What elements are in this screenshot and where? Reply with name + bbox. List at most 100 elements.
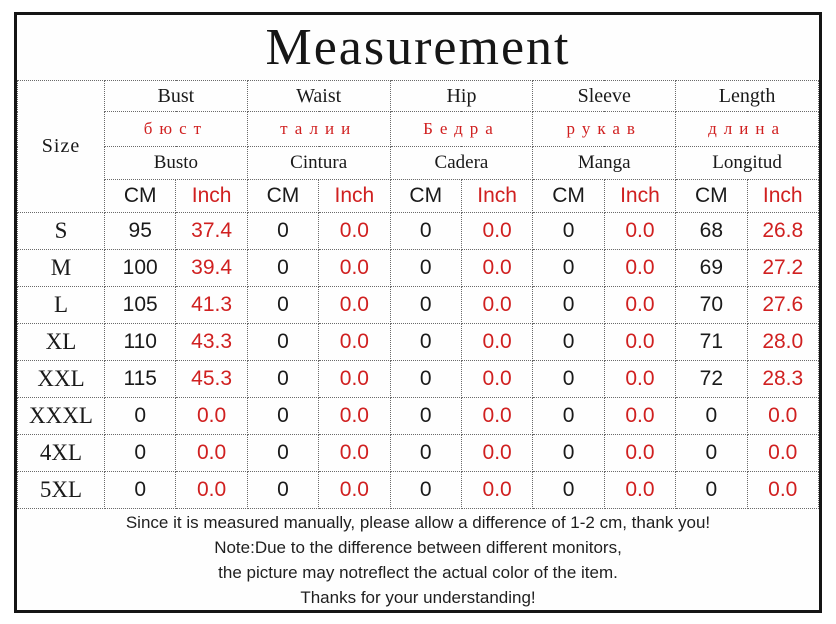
table-header: Size Bust Waist Hip Sleeve Length бюст т… (17, 80, 820, 213)
value-cell: 0 (675, 434, 748, 472)
col-header-waist: Waist (246, 80, 391, 112)
value-cell: 27.2 (746, 249, 820, 287)
value-cell: 0 (246, 360, 320, 398)
value-cell: 71 (675, 323, 748, 361)
value-cell: 100 (103, 249, 177, 287)
value-cell: 0.0 (175, 434, 248, 472)
value-cell: 0 (389, 286, 462, 324)
value-cell: 0 (246, 471, 320, 509)
value-cell: 72 (675, 360, 748, 398)
table-row-xxxl: XXXL 0 0.0 0 0.0 0 0.0 0 0.0 0 0.0 (17, 397, 820, 435)
unit-cm-label: CM (246, 179, 320, 213)
col-header-hip: Hip (389, 80, 534, 112)
value-cell: 0.0 (603, 434, 677, 472)
value-cell: 0.0 (746, 434, 820, 472)
col-header-sleeve-es: Manga (532, 146, 677, 180)
col-header-waist-es: Cintura (246, 146, 391, 180)
value-cell: 0.0 (603, 286, 677, 324)
table-row-l: L 105 41.3 0 0.0 0 0.0 0 0.0 70 27.6 (17, 286, 820, 324)
table-row-4xl: 4XL 0 0.0 0 0.0 0 0.0 0 0.0 0 0.0 (17, 434, 820, 472)
col-header-length-ru: длина (675, 111, 819, 147)
value-cell: 0.0 (318, 212, 391, 250)
size-cell: XXXL (17, 397, 105, 435)
value-cell: 115 (103, 360, 177, 398)
table-row-s: S 95 37.4 0 0.0 0 0.0 0 0.0 68 26.8 (17, 212, 820, 250)
value-cell: 0.0 (318, 323, 391, 361)
unit-inch-label: Inch (175, 179, 248, 213)
size-column-header: Size (17, 80, 105, 213)
value-cell: 0 (103, 434, 177, 472)
value-cell: 68 (675, 212, 748, 250)
size-cell: XXL (17, 360, 105, 398)
value-cell: 0.0 (603, 323, 677, 361)
value-cell: 105 (103, 286, 177, 324)
col-header-bust: Bust (104, 80, 248, 112)
size-cell: L (17, 286, 105, 324)
table-row-5xl: 5XL 0 0.0 0 0.0 0 0.0 0 0.0 0 0.0 (17, 471, 820, 509)
col-header-sleeve-ru: рукав (532, 111, 677, 147)
value-cell: 0.0 (318, 360, 391, 398)
value-cell: 0.0 (603, 212, 677, 250)
value-cell: 0.0 (746, 397, 820, 435)
value-cell: 41.3 (175, 286, 248, 324)
value-cell: 0 (532, 360, 605, 398)
unit-cm-label: CM (675, 179, 748, 213)
note-line: Note:Due to the difference between diffe… (214, 537, 622, 557)
table-row-xl: XL 110 43.3 0 0.0 0 0.0 0 0.0 71 28.0 (17, 323, 820, 361)
value-cell: 0.0 (460, 286, 534, 324)
disclaimer-notes: Since it is measured manually, please al… (17, 509, 819, 610)
value-cell: 0 (532, 434, 605, 472)
value-cell: 0 (532, 212, 605, 250)
note-line: the picture may notreflect the actual co… (218, 562, 618, 582)
col-header-bust-es: Busto (104, 146, 248, 180)
value-cell: 43.3 (175, 323, 248, 361)
header-row-english: Size Bust Waist Hip Sleeve Length (17, 80, 819, 213)
page-title: Measurement (265, 19, 571, 76)
size-cell: XL (17, 323, 105, 361)
value-cell: 0.0 (460, 397, 534, 435)
value-cell: 0.0 (603, 397, 677, 435)
note-line: Thanks for your understanding! (300, 587, 536, 607)
value-cell: 0 (532, 249, 605, 287)
value-cell: 95 (103, 212, 177, 250)
value-cell: 26.8 (746, 212, 820, 250)
size-chart-table: Size Bust Waist Hip Sleeve Length бюст т… (17, 80, 820, 509)
value-cell: 0.0 (603, 360, 677, 398)
value-cell: 0 (246, 434, 320, 472)
value-cell: 45.3 (175, 360, 248, 398)
value-cell: 0 (389, 323, 462, 361)
value-cell: 0 (389, 212, 462, 250)
measurement-sheet: Measurement Size Bust Waist Hip Sleeve L… (14, 12, 822, 613)
value-cell: 0 (246, 397, 320, 435)
unit-inch-label: Inch (318, 179, 391, 213)
col-header-length-es: Longitud (675, 146, 819, 180)
value-cell: 0.0 (603, 471, 677, 509)
value-cell: 0 (389, 434, 462, 472)
value-cell: 0.0 (460, 360, 534, 398)
value-cell: 37.4 (175, 212, 248, 250)
value-cell: 0 (532, 397, 605, 435)
unit-cm-label: CM (532, 179, 605, 213)
value-cell: 0.0 (460, 323, 534, 361)
size-cell: M (17, 249, 105, 287)
value-cell: 0.0 (460, 434, 534, 472)
value-cell: 0 (675, 471, 748, 509)
col-header-sleeve: Sleeve (532, 80, 677, 112)
unit-inch-label: Inch (746, 179, 820, 213)
value-cell: 0 (675, 397, 748, 435)
value-cell: 0.0 (318, 249, 391, 287)
col-header-hip-ru: Бедра (389, 111, 534, 147)
value-cell: 0 (389, 471, 462, 509)
value-cell: 0.0 (175, 471, 248, 509)
size-cell: 4XL (17, 434, 105, 472)
value-cell: 0 (389, 397, 462, 435)
value-cell: 28.0 (746, 323, 820, 361)
unit-inch-label: Inch (603, 179, 677, 213)
header-row-russian: бюст талии Бедра рукав длина (18, 111, 819, 147)
value-cell: 0 (246, 212, 320, 250)
value-cell: 0 (389, 360, 462, 398)
value-cell: 0.0 (318, 286, 391, 324)
size-cell: S (17, 212, 105, 250)
value-cell: 0 (103, 397, 177, 435)
value-cell: 0 (103, 471, 177, 509)
